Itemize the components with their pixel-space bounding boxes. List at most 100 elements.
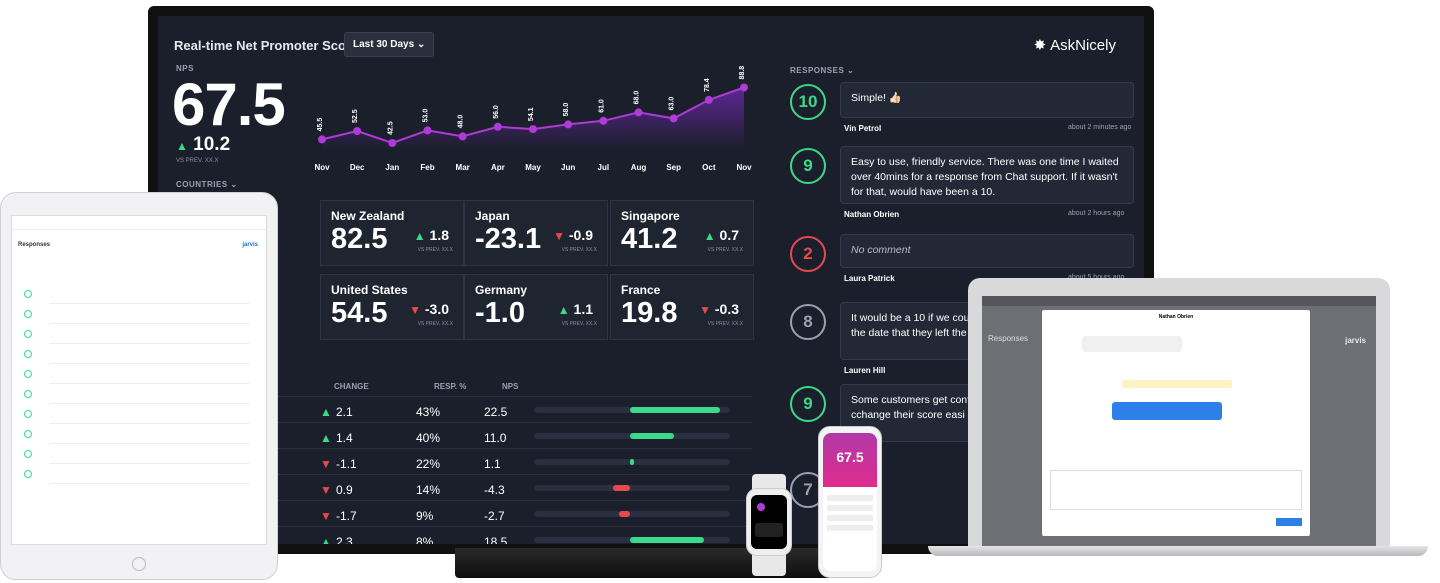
score-badge: 9 [790,148,826,184]
watch-band [752,474,786,490]
brand-name: AskNicely [1050,36,1116,54]
trend-value-label: 61.0 [598,99,605,113]
responses-dropdown[interactable]: RESPONSES ⌄ [790,66,855,75]
nps-bar-track [534,511,730,517]
country-card: United States 54.5 ▼ -3.0 VS PREV. XX.X [320,274,464,340]
score-icon [24,310,32,318]
response-comment[interactable]: Simple! 👍🏻 [840,82,1134,118]
send-button[interactable] [1276,518,1302,526]
respondent-name: Nathan Obrien [844,210,900,219]
list-item [24,426,250,444]
nps-trend-chart: 45.5 Nov 52.5 Dec 42.5 Jan 53.0 Feb 48.0 Mar 56.0 A… [314,66,752,172]
country-name: France [621,283,661,297]
country-nps: 54.5 [331,297,388,329]
trend-point [634,108,643,117]
nps-bar-track [534,459,730,465]
down-arrow-icon: ▼ [553,229,565,243]
score-icon [24,450,32,458]
down-arrow-icon: ▼ [320,509,332,523]
phone-header: 67.5 [823,433,877,487]
list-item [24,366,250,384]
watch-device [746,488,792,556]
list-item [24,346,250,364]
tablet-navbar [12,216,266,230]
laptop-screen: Responses jarvis Nathan Obrien [982,296,1376,546]
date-range-dropdown[interactable]: Last 30 Days ⌄ [344,32,435,57]
month-label: Feb [420,163,434,172]
resp-value: 14% [416,483,441,497]
score-icon [24,430,32,438]
list-item [827,525,873,531]
trend-value-label: 53.0 [423,109,430,123]
country-change-value: -0.9 [568,227,593,243]
tablet-heading: Responses [18,242,51,248]
country-change: ▼ -3.0 [409,301,449,317]
country-nps: -23.1 [475,223,542,255]
laptop-navbar [982,296,1376,306]
country-card: Singapore 41.2 ▲ 0.7 VS PREV. XX.X [610,200,754,266]
trend-point [493,122,502,131]
nps-bar [630,459,635,465]
respondent-name: Lauren Hill [844,366,886,375]
month-label: Jul [598,163,610,172]
responses-label: RESPONSES [790,66,845,75]
score-badge: 10 [790,84,826,120]
score-icon [24,370,32,378]
countries-dropdown[interactable]: COUNTRIES ⌄ [176,180,238,189]
resp-value: 9% [416,509,434,523]
country-change-value: -3.0 [424,301,449,317]
list-item [24,326,250,344]
nps-bar-track [534,485,730,491]
trend-point [353,127,362,135]
tablet-device: Responses jarvis [0,192,278,580]
country-nps: 82.5 [331,223,388,255]
country-change: ▲ 1.8 [414,227,449,243]
trend-point [669,114,678,123]
chat-bubble [1112,402,1222,420]
nps-score: 67.5 [172,71,286,138]
nps-value: 11.0 [484,431,507,445]
response-comment[interactable]: No comment [840,234,1134,268]
laptop-heading: Responses [988,334,1029,343]
resp-value: 43% [416,405,441,419]
chevron-down-icon: ⌄ [416,39,426,50]
score-badge: 8 [790,304,826,340]
vs-prev-label: VS PREV. XX.X [561,321,597,327]
score-icon [24,390,32,398]
trend-value-label: 54.1 [528,107,535,121]
reply-box[interactable] [1050,470,1302,510]
col-resp: RESP. % [434,382,467,391]
resp-value: 40% [416,431,441,445]
up-arrow-icon: ▲ [176,139,188,153]
up-arrow-icon: ▲ [320,431,332,445]
country-change-value: -0.3 [714,301,739,317]
country-card: Japan -23.1 ▼ -0.9 VS PREV. XX.X [464,200,608,266]
trend-value-label: 56.0 [493,105,500,119]
monitor-stand [455,548,855,578]
nps-value: 22.5 [484,405,508,419]
trend-value-label: 45.5 [317,118,324,132]
list-item [827,515,873,521]
tablet-response-list [24,286,250,486]
home-button[interactable] [132,557,146,571]
nps-value: -4.3 [484,483,505,497]
phone-device: 67.5 [818,426,882,578]
chat-bubble [1122,380,1232,388]
down-arrow-icon: ▼ [409,303,421,317]
score-icon [24,470,32,478]
up-arrow-icon: ▲ [557,303,570,317]
resp-value: 22% [416,457,441,471]
list-item [24,286,250,304]
asknicely-logo: ✸ AskNicely [1034,36,1116,55]
chat-bubble [1082,336,1182,352]
list-item [827,505,873,511]
change-value: -1.7 [336,509,357,523]
watch-card [755,523,783,537]
response-comment[interactable]: Easy to use, friendly service. There was… [840,146,1134,204]
vs-prev-label: VS PREV. XX.X [417,247,453,253]
watch-screen [751,495,787,549]
nps-change: ▲ 10.2 [176,134,230,156]
table-row: ▲ 2.1 43% 22.5 [158,396,752,422]
laptop-device: Responses jarvis Nathan Obrien [928,278,1428,570]
trend-value-label: 48.0 [458,115,465,129]
